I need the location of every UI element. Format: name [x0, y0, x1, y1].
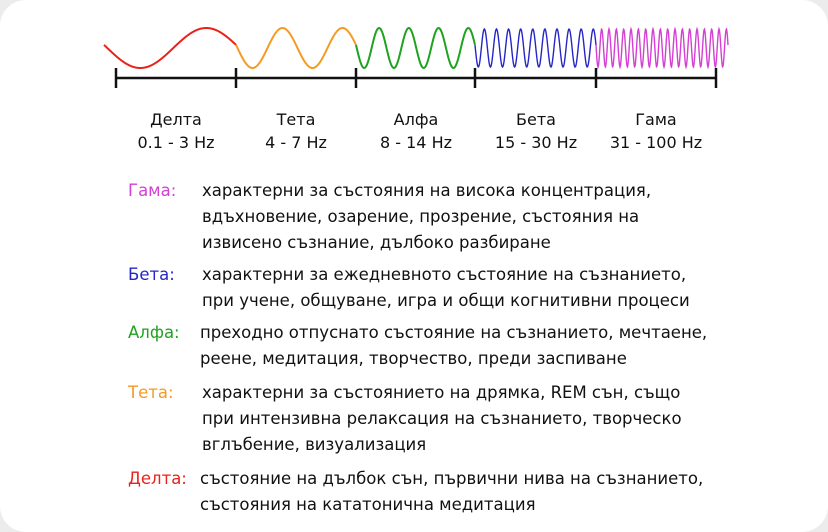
wave-gamma [595, 26, 729, 70]
description-line: състояние на дълбок сън, първични нива н… [200, 469, 704, 488]
band-frequency: 4 - 7 Hz [265, 133, 327, 152]
brainwave-diagram [103, 26, 729, 88]
wave-theta [235, 26, 357, 70]
description-text: преходно отпуснато състояние на съзнание… [200, 320, 707, 372]
wave-beta [474, 27, 597, 69]
description-line: реене, медитация, творчество, преди засп… [200, 349, 627, 368]
description-line: преходно отпуснато състояние на съзнание… [200, 323, 708, 342]
description-term: Алфа: [128, 323, 180, 342]
description-line: характерни за състояния на висока концен… [202, 181, 652, 200]
description-line: при интензивна релаксация на съзнанието,… [202, 409, 682, 428]
description-line: характерни за ежедневното състояние на с… [202, 265, 687, 284]
band-frequency: 31 - 100 Hz [609, 133, 703, 152]
description-text: характерни за ежедневното състояние на с… [202, 262, 690, 314]
band-label-theta: Тета 4 - 7 Hz [226, 108, 366, 154]
band-frequency: 0.1 - 3 Hz [137, 133, 215, 152]
band-name: Гама [635, 110, 677, 129]
description-line: при учене, общуване, игра и общи когнити… [202, 291, 690, 310]
description-text: характерни за състоянието на дрямка, REM… [202, 380, 682, 458]
description-text: състояние на дълбок сън, първични нива н… [200, 466, 703, 518]
band-label-beta: Бета 15 - 30 Hz [466, 108, 606, 154]
band-name: Бета [516, 110, 556, 129]
band-label-delta: Делта 0.1 - 3 Hz [106, 108, 246, 154]
band-frequency: 15 - 30 Hz [494, 133, 578, 152]
description-line: извисено съзнание, дълбоко разбиране [202, 233, 551, 252]
description-term: Гама: [128, 181, 177, 200]
description-line: състояния на кататонична медитация [200, 495, 536, 514]
description-term: Делта: [128, 469, 187, 488]
band-name: Алфа [393, 110, 439, 129]
band-label-alpha: Алфа 8 - 14 Hz [346, 108, 486, 154]
band-name: Тета [276, 110, 316, 129]
wave-delta [103, 27, 237, 69]
band-name: Делта [150, 110, 202, 129]
wave-alpha [355, 26, 476, 70]
description-term: Бета: [128, 265, 175, 284]
description-line: характерни за състоянието на дрямка, REM… [202, 383, 681, 402]
description-text: характерни за състояния на висока концен… [202, 178, 651, 256]
waveforms [103, 26, 729, 70]
band-frequency: 8 - 14 Hz [380, 133, 452, 152]
description-term: Тета: [128, 383, 174, 402]
description-line: вглъбение, визуализация [202, 435, 427, 454]
band-label-gamma: Гама 31 - 100 Hz [586, 108, 726, 154]
axis-ticks [114, 68, 718, 88]
description-line: вдъхновение, озарение, прозрение, състоя… [202, 207, 640, 226]
